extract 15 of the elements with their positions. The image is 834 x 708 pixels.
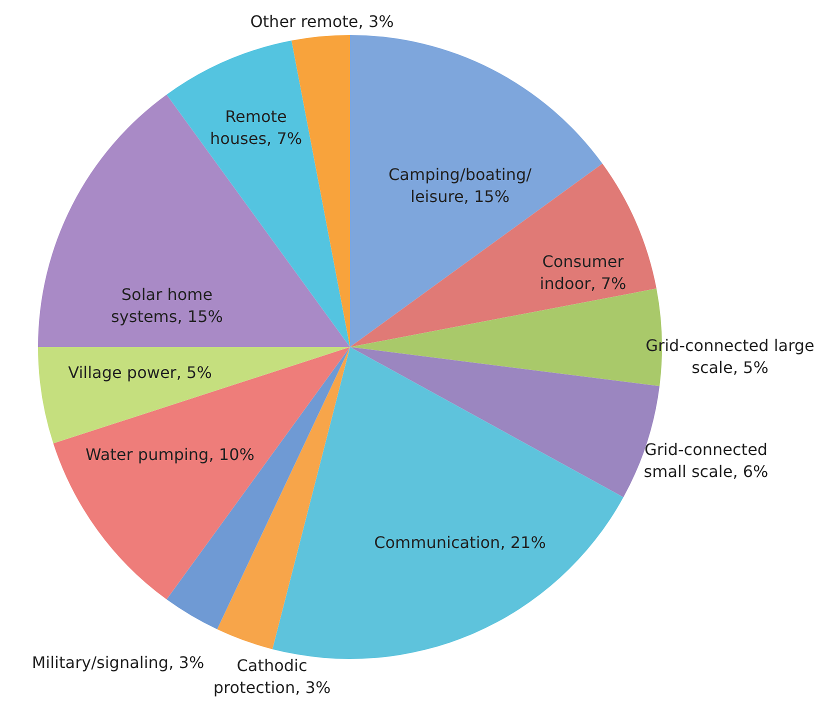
- slice-label: Communication, 21%: [374, 533, 546, 552]
- slice-label: Other remote, 3%: [250, 12, 394, 31]
- slice-label: Cathodic protection, 3%: [213, 656, 331, 697]
- slice-label: Village power, 5%: [68, 363, 212, 382]
- slice-label: Camping/boating/leisure, 15%: [388, 165, 532, 206]
- pie-slice: [217, 347, 350, 650]
- slice-label: Consumer indoor, 7%: [540, 252, 626, 293]
- slice-label: Solar home systems, 15%: [111, 285, 223, 326]
- slice-label: Military/signaling, 3%: [32, 653, 204, 672]
- pie-slice: [38, 94, 350, 347]
- slice-label: Water pumping, 10%: [86, 445, 254, 464]
- slice-label: Remote houses, 7%: [210, 107, 302, 148]
- pie-slice: [53, 347, 350, 600]
- slice-label: Grid-connected small scale, 6%: [644, 440, 768, 481]
- pie-slice: [38, 347, 350, 444]
